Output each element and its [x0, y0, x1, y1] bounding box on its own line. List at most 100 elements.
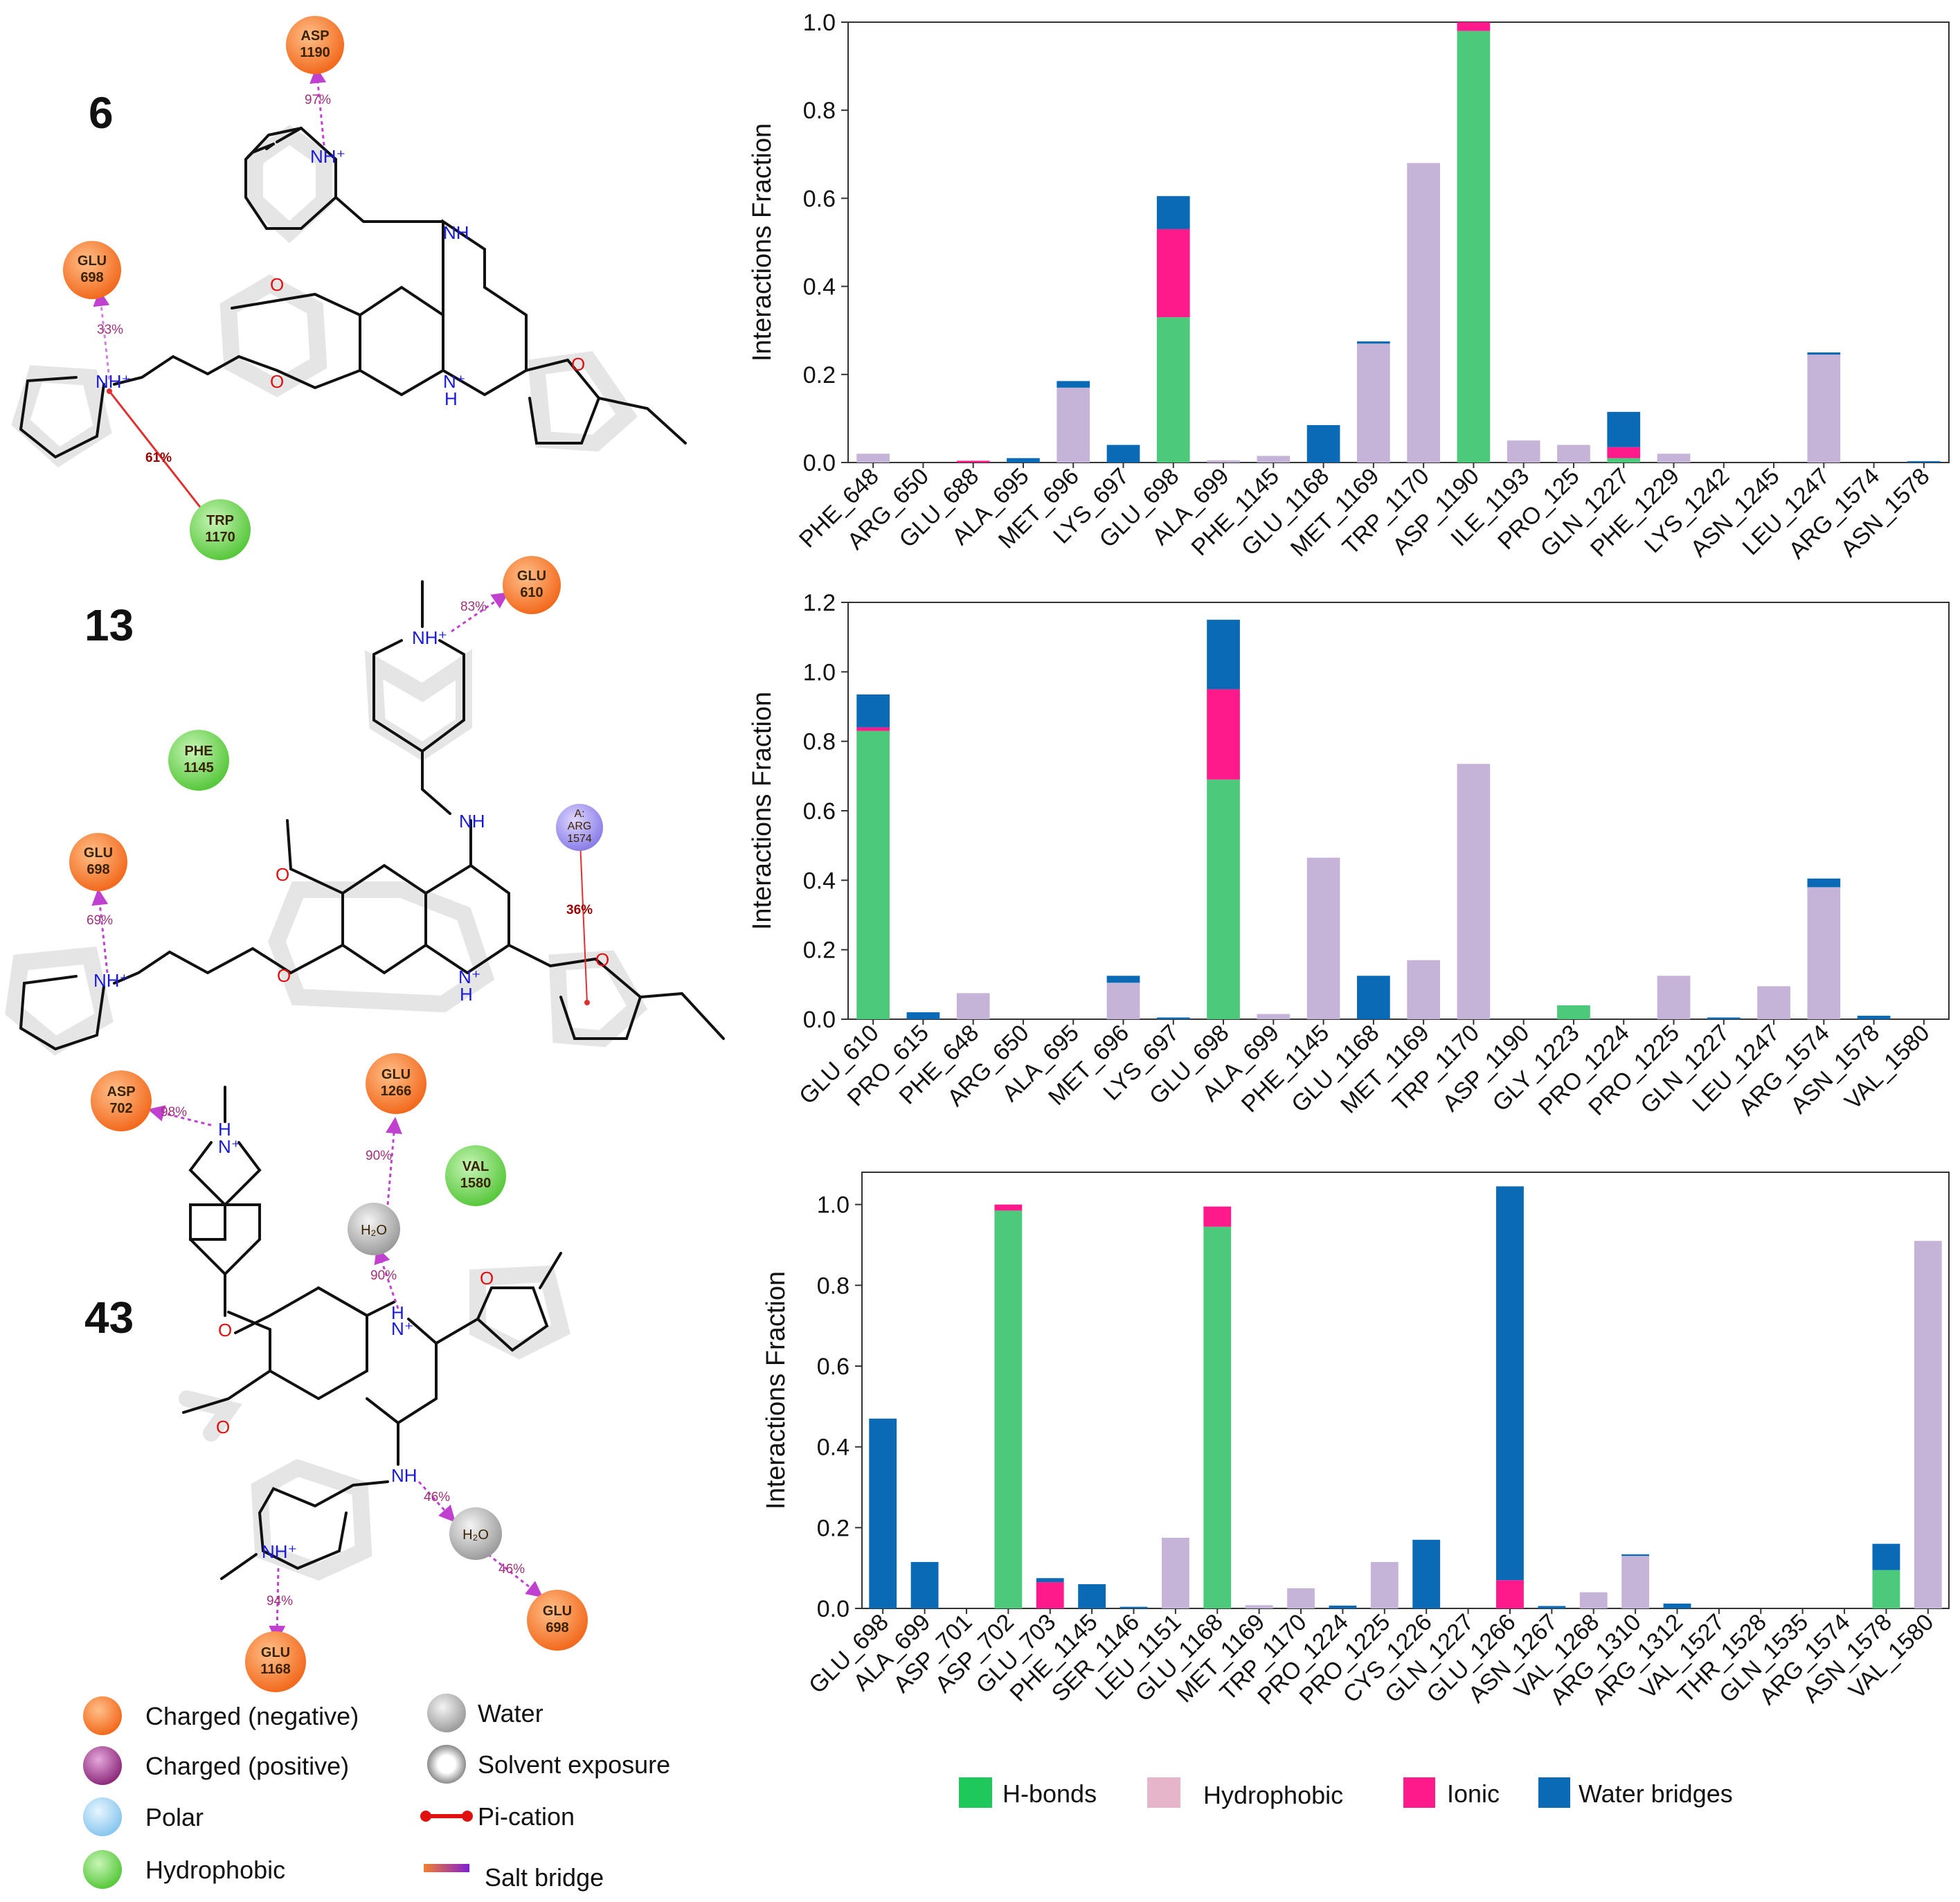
compound-6-interactions: 97% 33% 61%: [93, 66, 331, 513]
bar-water-bridges-lys-697: [1106, 445, 1140, 463]
compound-43-atoms: H N⁺ O O O H N⁺ NH NH⁺: [216, 1119, 494, 1562]
plot-frame: [847, 21, 1950, 463]
solvent-exposure-swatch: [427, 1745, 466, 1784]
water-swatch: [427, 1694, 466, 1732]
atom-azetidine-h: H: [218, 1119, 231, 1140]
residue-asp1190: ASP 1190: [286, 16, 344, 74]
chart-legend-ionic: Ionic: [1403, 1777, 1500, 1808]
atom-quinoline-n-plus: N⁺: [443, 371, 466, 392]
bar-water-bridges-cys-1226: [1412, 1539, 1441, 1608]
plot-frame: [861, 1172, 1950, 1609]
y-tick-label: 1.0: [817, 1192, 849, 1219]
bar-hydrophobic-leu-1247: [1757, 986, 1790, 1019]
svg-text:A:: A:: [574, 808, 584, 820]
bar-water-bridges-gln-1227: [1707, 1017, 1741, 1019]
pct-trp1170: 61%: [145, 451, 172, 465]
bar-hydrophobic-arg-1574: [1807, 887, 1841, 1019]
svg-text:1574: 1574: [567, 833, 592, 845]
bar-water-bridges-glu-698: [1156, 196, 1190, 229]
atom-o-ether: O: [218, 1320, 232, 1340]
charged-negative-swatch: [83, 1696, 122, 1735]
bar-hbonds-gly-1223: [1557, 1005, 1590, 1019]
compound-13-atoms: NH⁺ NH O O NH⁺ N⁺ H O: [93, 627, 609, 1005]
bar-water-bridges-ser-1146: [1120, 1606, 1148, 1608]
bar-ionic-glu-703: [1036, 1582, 1064, 1608]
bar-hydrophobic-leu-1151: [1161, 1537, 1189, 1608]
svg-text:1190: 1190: [300, 45, 330, 60]
atom-quinoline-h: H: [391, 1302, 404, 1323]
compound-43-interactions: 98% 90% 90% 46% 46% 94%: [147, 1105, 543, 1642]
y-tick-label: 0.2: [803, 362, 836, 388]
bar-hydrophobic-met-1169: [1245, 1605, 1273, 1608]
bar-hbonds-asp-1190: [1457, 30, 1491, 463]
ionic-swatch: [1403, 1777, 1435, 1808]
residue-arg1574: A: ARG 1574: [556, 804, 603, 851]
svg-text:1580: 1580: [460, 1176, 492, 1191]
bar-hydrophobic-trp-1170: [1457, 764, 1491, 1019]
y-axis-label: Interactions Fraction: [748, 123, 777, 361]
atom-piperidine-nh-plus: NH⁺: [262, 1541, 297, 1562]
bar-hydrophobic-pro-1225: [1657, 976, 1691, 1019]
y-tick-label: 1.2: [803, 590, 836, 616]
svg-text:GLU: GLU: [78, 253, 107, 269]
svg-text:1266: 1266: [381, 1084, 412, 1099]
water-bridges-swatch: [1538, 1777, 1570, 1808]
svg-text:GLU: GLU: [517, 568, 546, 584]
interaction-legend: Charged (negative) Charged (positive) Po…: [83, 1694, 670, 1892]
y-tick-label: 0.4: [803, 868, 836, 894]
svg-text:610: 610: [520, 585, 543, 600]
charged-positive-swatch: [83, 1746, 122, 1785]
chart-legend-water-bridges: Water bridges: [1538, 1777, 1733, 1808]
compound-13-diagram: 13 NH⁺ NH O O NH⁺ N⁺ H: [5, 556, 725, 1056]
atom-furan-o: O: [480, 1268, 494, 1289]
atom-furan-o: O: [595, 949, 609, 970]
salt-bridge-swatch: [424, 1864, 469, 1872]
y-tick-label: 1.0: [803, 659, 836, 685]
bar-water-bridges-met-696: [1106, 976, 1140, 983]
legend-charged-negative: Charged (negative): [83, 1696, 359, 1735]
y-tick-label: 0.8: [803, 729, 836, 755]
svg-text:Salt bridge: Salt bridge: [485, 1863, 604, 1892]
svg-text:H₂O: H₂O: [361, 1223, 387, 1238]
pct-water2: 46%: [424, 1490, 450, 1505]
atom-quinoline-h: H: [444, 388, 458, 409]
bar-water-bridges-asn-1578: [1857, 1015, 1891, 1019]
compound-6-atoms: NH⁺ NH O O NH⁺ N⁺ H O: [96, 146, 585, 409]
svg-text:GLU: GLU: [84, 845, 113, 861]
svg-text:698: 698: [87, 862, 109, 877]
bar-hydrophobic-leu-1247: [1807, 355, 1841, 463]
bar-water-bridges-glu-610: [856, 694, 890, 728]
bar-ionic-asp-702: [994, 1204, 1023, 1211]
bar-water-bridges-glu-1266: [1496, 1186, 1524, 1581]
bar-ionic-asp-1190: [1457, 22, 1491, 31]
svg-text:1168: 1168: [260, 1662, 290, 1677]
svg-text:Charged (negative): Charged (negative): [145, 1702, 359, 1730]
svg-text:698: 698: [80, 270, 103, 285]
legend-water: Water: [427, 1694, 543, 1732]
pct-glu1266: 90%: [366, 1149, 392, 1163]
atom-quinoline-n-plus: N⁺: [391, 1318, 414, 1339]
atom-nh: NH: [443, 222, 469, 243]
atom-pyrrolidine-nh-plus: NH⁺: [96, 371, 131, 392]
svg-text:Solvent exposure: Solvent exposure: [478, 1750, 670, 1779]
y-axis-label: Interactions Fraction: [748, 692, 777, 930]
chart-legend-hydrophobic: Hydrophobic: [1147, 1777, 1343, 1809]
y-tick-label: 0.0: [803, 450, 836, 476]
bar-water-bridges-arg-1312: [1663, 1604, 1691, 1608]
compound-13-interactions: 83% 69% 36%: [87, 592, 593, 1005]
bar-water-bridges-glu-1168: [1306, 424, 1340, 463]
svg-text:H₂O: H₂O: [462, 1527, 489, 1543]
atom-nh: NH: [459, 811, 485, 832]
atom-nh: NH: [391, 1465, 417, 1486]
bar-hydrophobic-phe-1145: [1257, 456, 1291, 463]
bar-hbonds-asn-1578: [1872, 1570, 1900, 1608]
compound-6-halo: [11, 125, 638, 468]
svg-text:ASP: ASP: [300, 28, 329, 44]
water-molecule-2: H₂O: [449, 1507, 502, 1560]
svg-text:Polar: Polar: [145, 1803, 204, 1831]
bar-hydrophobic-pro-1225: [1370, 1561, 1399, 1608]
bar-water-bridges-arg-1310: [1621, 1554, 1650, 1556]
bar-hbonds-gln-1227: [1607, 458, 1641, 463]
y-tick-label: 0.6: [803, 186, 836, 212]
bar-hydrophobic-val-1268: [1579, 1592, 1608, 1608]
